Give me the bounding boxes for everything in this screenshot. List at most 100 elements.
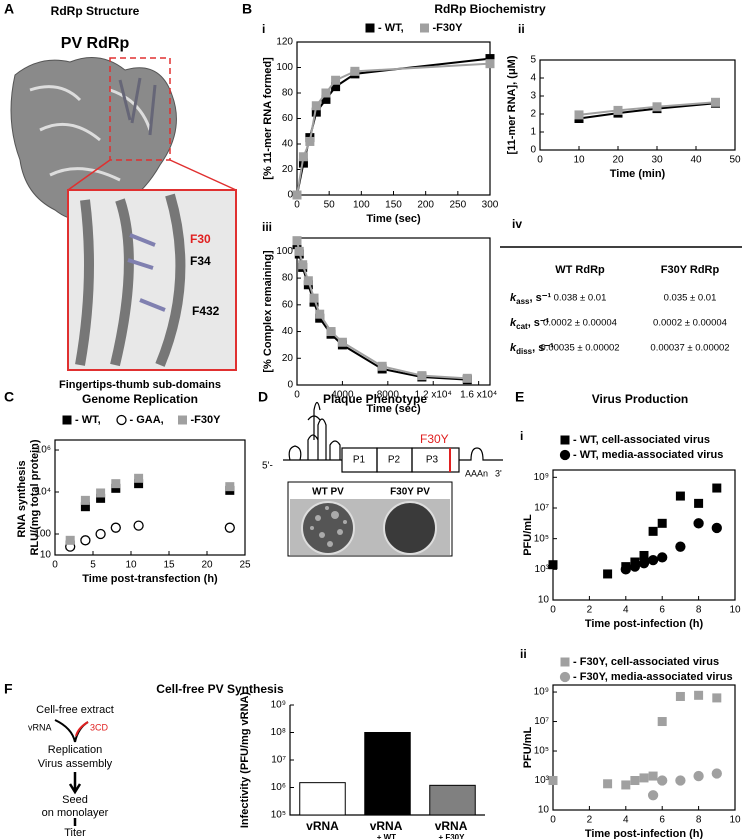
y-tick-label: 10⁷ xyxy=(534,716,549,727)
series-line xyxy=(296,62,491,196)
panel-label: F xyxy=(4,681,13,697)
subscript: ass xyxy=(516,297,530,306)
marker xyxy=(657,552,668,563)
legend-marker xyxy=(560,435,570,445)
marker xyxy=(80,495,90,505)
bar xyxy=(299,782,346,816)
y-tick-label: 40 xyxy=(282,326,294,337)
unit: , s⁻¹ xyxy=(532,342,554,354)
marker xyxy=(712,483,722,493)
marker xyxy=(711,97,720,107)
zoom-box xyxy=(109,57,171,161)
marker xyxy=(225,482,235,492)
merge-arrow xyxy=(54,719,89,743)
x-tick-label: 15 xyxy=(163,560,175,571)
marker xyxy=(337,337,347,347)
panel-title: RdRp Structure xyxy=(51,4,140,18)
x-tick-label: 10 xyxy=(729,605,741,616)
marker xyxy=(95,528,106,540)
x-tick-label: 50 xyxy=(324,200,336,211)
marker xyxy=(694,498,704,508)
symbol: k xyxy=(510,292,517,304)
x-tick-label: 8000 xyxy=(377,390,400,401)
plaques xyxy=(310,506,347,547)
sub-label: ii xyxy=(520,647,527,661)
marker xyxy=(292,236,302,246)
y-tick-label: 10 xyxy=(538,595,550,606)
x-tick-label: 1.2 x10⁴ xyxy=(415,390,452,401)
marker xyxy=(292,190,302,200)
y-tick-label: 5 xyxy=(530,55,536,66)
marker xyxy=(693,518,704,529)
genome-diagram xyxy=(283,401,503,473)
panel-title: Genome Replication xyxy=(82,392,198,406)
series-line xyxy=(296,57,491,196)
plot-frame xyxy=(296,237,491,386)
marker xyxy=(96,493,106,503)
legend-marker xyxy=(560,657,570,667)
plaque-label: F30Y PV xyxy=(390,487,430,498)
unit: , s⁻¹ xyxy=(529,292,551,304)
segment: P1 xyxy=(353,455,366,466)
row-label: kass, s⁻¹ xyxy=(510,292,552,306)
bar xyxy=(364,732,411,816)
marker xyxy=(321,94,331,104)
panel-label: D xyxy=(258,389,268,405)
legend-marker xyxy=(365,23,375,33)
x-axis-label: Time post-infection (h) xyxy=(585,828,704,839)
marker xyxy=(417,371,427,381)
y-tick-label: 20 xyxy=(282,164,294,175)
sub-label: i xyxy=(262,22,265,36)
marker xyxy=(321,88,331,98)
legend-label: - WT, xyxy=(378,22,404,34)
plaque-well xyxy=(301,501,355,555)
y-tick-label: 60 xyxy=(282,299,294,310)
marker xyxy=(647,554,659,566)
zoom-lines xyxy=(67,159,237,191)
marker xyxy=(111,483,121,493)
series-line xyxy=(578,101,716,116)
x-axis-label: Time (sec) xyxy=(366,213,421,225)
series-line xyxy=(296,240,468,380)
y-tick-label: 10⁵ xyxy=(534,533,549,544)
marker xyxy=(298,158,308,168)
row-label: kdiss, s⁻¹ xyxy=(510,342,554,356)
marker xyxy=(639,773,649,783)
marker xyxy=(96,488,106,498)
marker xyxy=(694,690,704,700)
y-tick-label: 10⁷ xyxy=(271,755,286,766)
y-tick-label: 10⁸ xyxy=(271,727,286,738)
y-tick-label: 100 xyxy=(276,246,293,257)
x-tick-label: 2 xyxy=(587,605,593,616)
marker xyxy=(621,780,631,790)
x-tick-label: 300 xyxy=(482,200,499,211)
segment: P3 xyxy=(426,455,439,466)
marker xyxy=(548,776,558,786)
marker xyxy=(331,75,341,85)
marker xyxy=(134,473,144,483)
marker xyxy=(65,535,75,545)
three-prime: 3' xyxy=(495,468,502,478)
legend-label: - WT, xyxy=(75,414,101,426)
marker xyxy=(303,276,313,286)
x-axis-label: Time post-infection (h) xyxy=(585,618,704,630)
y-tick-label: 10⁷ xyxy=(534,503,549,514)
legend-label: -F30Y xyxy=(191,414,222,426)
y-axis-label: PFU/mL xyxy=(522,726,534,768)
marker xyxy=(711,768,722,779)
marker xyxy=(294,246,304,256)
table-header: F30Y RdRp xyxy=(661,264,720,276)
table-cell: 0.0002 ± 0.00004 xyxy=(653,318,727,329)
marker xyxy=(603,569,613,579)
x-tick-label: vRNA + WT 3CD xyxy=(370,819,406,839)
table-cell: 0.035 ± 0.01 xyxy=(664,293,717,304)
x-axis-label: Time (min) xyxy=(610,168,666,180)
legend-marker xyxy=(559,671,571,683)
legend-marker xyxy=(178,415,187,425)
arrow xyxy=(68,772,82,795)
legend-label: - GAA, xyxy=(130,414,164,426)
marker xyxy=(485,59,495,69)
y-tick-label: 10 xyxy=(538,805,550,816)
inset-structure xyxy=(75,193,186,367)
